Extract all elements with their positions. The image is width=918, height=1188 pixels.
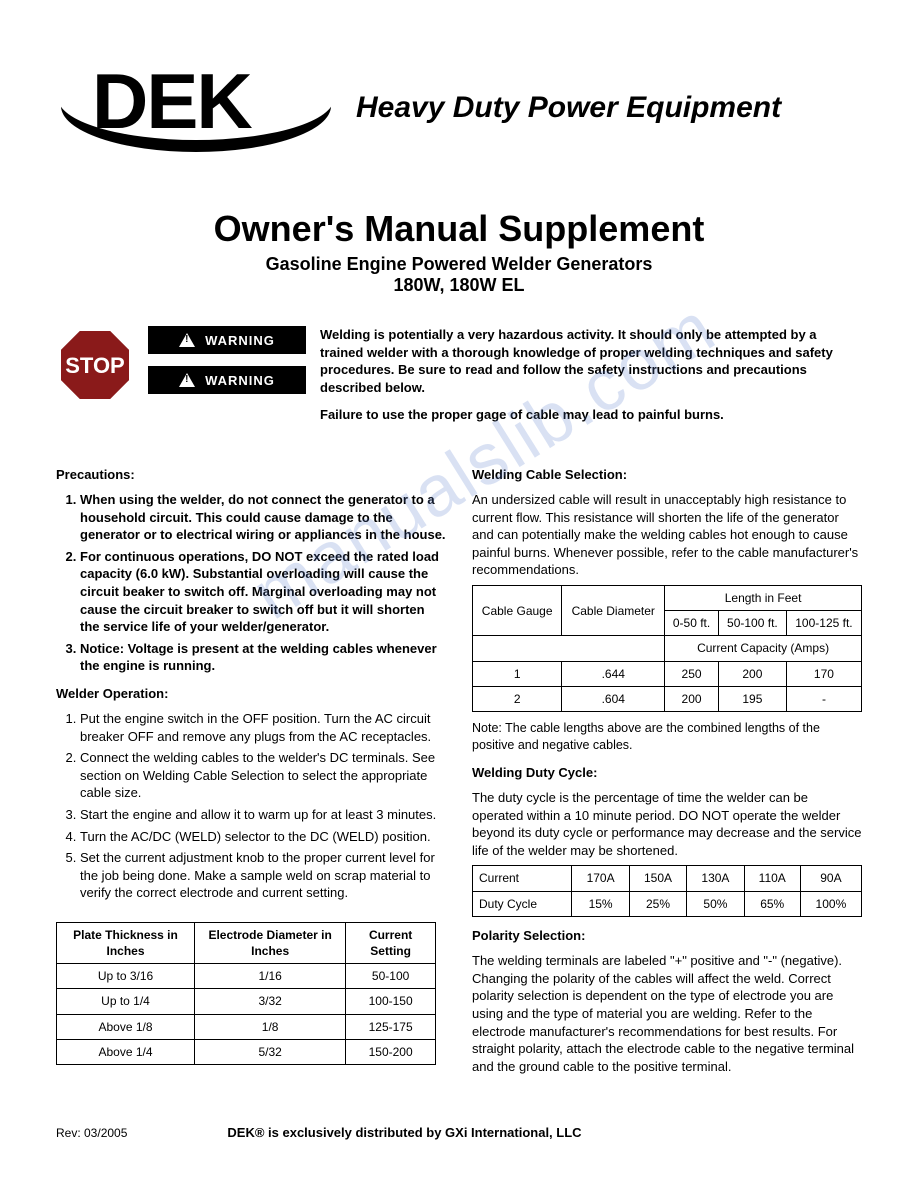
polarity-heading: Polarity Selection: [472,927,862,945]
duty-cycle-table: Current 170A150A130A110A90A Duty Cycle 1… [472,865,862,916]
warning-label: WARNING [205,333,275,348]
svg-text:STOP: STOP [65,353,125,378]
models: 180W, 180W EL [56,275,862,296]
table-row: 2.604200195- [473,686,862,711]
table-row: Duty Cycle 15%25%50%65%100% [473,891,862,916]
stop-sign-icon: STOP [56,326,134,404]
cable-table: Cable Gauge Cable Diameter Length in Fee… [472,585,862,712]
list-item: Start the engine and allow it to warm up… [80,806,446,824]
cable-selection-heading: Welding Cable Selection: [472,466,862,484]
list-item: Turn the AC/DC (WELD) selector to the DC… [80,828,446,846]
revision-text: Rev: 03/2005 [56,1126,127,1140]
warning-label: WARNING [205,373,275,388]
cable-note: Note: The cable lengths above are the co… [472,720,862,754]
table-header: Cable Gauge [473,586,562,636]
list-item: Connect the welding cables to the welder… [80,749,446,802]
table-header: Cable Diameter [562,586,665,636]
cable-selection-text: An undersized cable will result in unacc… [472,491,862,579]
brand-name: DEK [92,56,251,147]
warning-triangle-icon [179,333,195,347]
distributor-text: DEK® is exclusively distributed by GXi I… [227,1125,581,1140]
table-row: Up to 1/43/32100-150 [57,989,436,1014]
warning-triangle-icon [179,373,195,387]
table-row: Above 1/81/8125-175 [57,1014,436,1039]
table-header: Electrode Diameter in Inches [195,922,346,963]
brand-tagline: Heavy Duty Power Equipment [356,91,781,125]
warning-text-1: Welding is potentially a very hazardous … [320,326,862,396]
warning-text-2: Failure to use the proper gage of cable … [320,406,862,424]
warning-text-block: Welding is potentially a very hazardous … [320,326,862,434]
table-header: 0-50 ft. [665,611,719,636]
welder-op-list: Put the engine switch in the OFF positio… [56,710,446,901]
list-item: Notice: Voltage is present at the weldin… [80,640,446,675]
table-row: Above 1/45/32150-200 [57,1039,436,1064]
footer: Rev: 03/2005 DEK® is exclusively distrib… [56,1125,862,1140]
table-header: Current Capacity (Amps) [665,636,862,661]
precautions-heading: Precautions: [56,466,446,484]
brand-logo: DEK [56,48,336,168]
list-item: For continuous operations, DO NOT exceed… [80,548,446,636]
table-header: 100-125 ft. [786,611,861,636]
left-column: Precautions: When using the welder, do n… [56,456,446,1075]
page-title: Owner's Manual Supplement [56,208,862,250]
table-header: 50-100 ft. [718,611,786,636]
table-header: Plate Thickness in Inches [57,922,195,963]
duty-cycle-heading: Welding Duty Cycle: [472,764,862,782]
list-item: Put the engine switch in the OFF positio… [80,710,446,745]
list-item: When using the welder, do not connect th… [80,491,446,544]
table-header: Current Setting [346,922,436,963]
plate-thickness-table: Plate Thickness in Inches Electrode Diam… [56,922,436,1065]
title-block: Owner's Manual Supplement Gasoline Engin… [56,208,862,296]
table-row: 1.644250200170 [473,661,862,686]
header-row: DEK Heavy Duty Power Equipment [56,48,862,168]
welder-op-heading: Welder Operation: [56,685,446,703]
warning-badge-1: WARNING [148,326,306,354]
subtitle: Gasoline Engine Powered Welder Generator… [56,254,862,275]
right-column: Welding Cable Selection: An undersized c… [472,456,862,1075]
warning-badge-2: WARNING [148,366,306,394]
table-row: Current 170A150A130A110A90A [473,866,862,891]
body-columns: Precautions: When using the welder, do n… [56,456,862,1075]
table-row: Up to 3/161/1650-100 [57,964,436,989]
warning-row: STOP WARNING WARNING Welding is potentia… [56,326,862,434]
table-header: Length in Feet [665,586,862,611]
duty-cycle-text: The duty cycle is the percentage of time… [472,789,862,859]
polarity-text: The welding terminals are labeled "+" po… [472,952,862,1075]
precautions-list: When using the welder, do not connect th… [56,491,446,674]
list-item: Set the current adjustment knob to the p… [80,849,446,902]
